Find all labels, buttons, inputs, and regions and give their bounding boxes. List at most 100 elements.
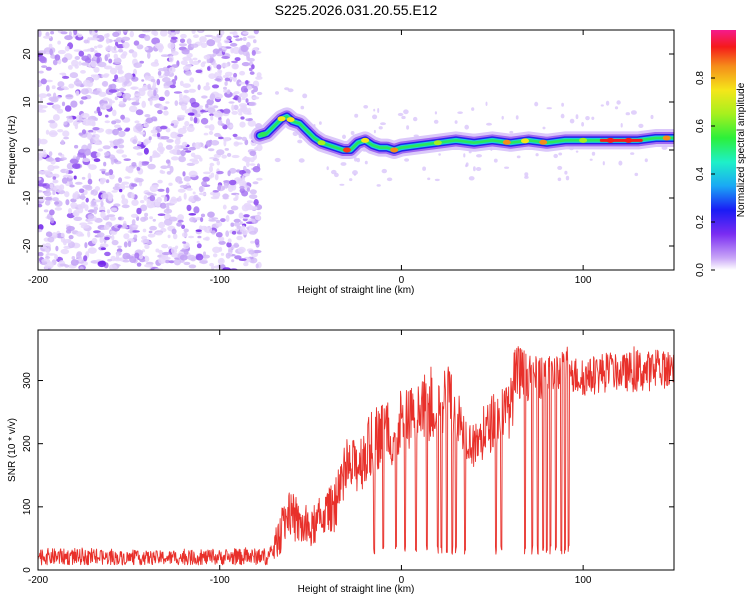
noise-blob [241, 190, 249, 197]
noise-blob [141, 235, 148, 240]
noise-blob [132, 224, 139, 228]
noise-blob [180, 150, 186, 157]
noise-blob [174, 144, 181, 150]
faint-speckle [560, 113, 565, 119]
noise-blob [125, 127, 131, 131]
faint-speckle [602, 161, 605, 166]
noise-blob [170, 38, 177, 44]
noise-blob [242, 229, 248, 236]
noise-blob [237, 246, 246, 253]
noise-blob [229, 167, 237, 174]
x-tick-label: -200 [28, 275, 48, 286]
noise-blob [39, 138, 48, 145]
noise-blob [74, 144, 79, 149]
faint-speckle [620, 123, 623, 128]
noise-blob [159, 202, 167, 209]
faint-speckle [516, 155, 521, 159]
noise-blob [181, 232, 188, 238]
noise-blob [38, 104, 44, 111]
noise-blob [135, 178, 144, 183]
noise-blob [132, 51, 138, 58]
noise-blob [45, 85, 50, 92]
noise-blob [103, 65, 113, 70]
noise-blob [216, 170, 224, 175]
noise-blob [82, 184, 92, 189]
noise-blob [90, 190, 95, 195]
noise-blob [81, 55, 90, 62]
noise-blob [225, 215, 230, 222]
noise-blob [66, 225, 75, 232]
noise-blob [81, 129, 87, 135]
noise-blob [52, 179, 59, 184]
faint-speckle [634, 172, 639, 177]
noise-blob [131, 86, 137, 90]
noise-blob [238, 112, 243, 116]
noise-blob [144, 263, 153, 268]
noise-blob [195, 69, 203, 74]
noise-blob [73, 79, 82, 86]
faint-speckle [352, 170, 358, 176]
noise-blob [146, 241, 153, 245]
noise-blob [96, 152, 101, 158]
noise-blob [46, 261, 54, 269]
noise-blob [103, 161, 107, 167]
noise-blob [149, 225, 158, 231]
noise-blob [216, 160, 221, 166]
noise-blob [88, 164, 97, 171]
noise-blob [67, 65, 73, 70]
noise-blob [69, 180, 73, 186]
noise-blob [87, 172, 92, 180]
noise-blob [191, 30, 196, 34]
noise-blob [137, 125, 143, 132]
noise-blob [48, 43, 53, 49]
faint-speckle [454, 120, 458, 124]
noise-blob [131, 183, 138, 187]
noise-blob [248, 249, 255, 255]
noise-blob [183, 192, 187, 200]
noise-blob [234, 255, 242, 260]
noise-blob [92, 90, 101, 95]
noise-blob [116, 91, 123, 97]
noise-blob [80, 70, 86, 74]
noise-blob [64, 105, 72, 112]
noise-blob [199, 36, 207, 43]
x-tick-label: -100 [210, 275, 230, 286]
noise-blob [93, 199, 103, 203]
noise-blob [122, 30, 129, 33]
noise-blob [179, 184, 187, 188]
noise-blob [111, 190, 118, 193]
noise-blob [188, 146, 196, 151]
noise-blob [73, 175, 77, 180]
noise-blob [224, 77, 231, 82]
noise-blob [121, 154, 128, 158]
noise-blob [243, 214, 250, 218]
top-x-axis-label: Height of straight line (km) [298, 285, 415, 296]
noise-blob [187, 254, 196, 261]
noise-blob [104, 236, 110, 241]
noise-blob [80, 193, 86, 201]
noise-blob [183, 95, 188, 99]
noise-blob [62, 130, 70, 137]
noise-blob [194, 142, 202, 150]
noise-blob [110, 157, 115, 165]
noise-blob [229, 124, 234, 128]
noise-blob [164, 89, 170, 97]
noise-blob [136, 207, 142, 215]
noise-blob [158, 75, 164, 78]
noise-blob [243, 88, 249, 93]
noise-blob [99, 168, 107, 172]
noise-blob [144, 244, 150, 249]
noise-blob [210, 140, 220, 146]
noise-blob [60, 86, 68, 89]
y-tick-label: 200 [22, 435, 33, 452]
noise-blob [81, 62, 90, 66]
noise-blob [122, 252, 131, 260]
noise-blob [96, 232, 105, 238]
top-x-axis: -200 -100 0 100 [28, 30, 592, 286]
faint-speckle [349, 178, 353, 182]
noise-blob [68, 208, 72, 214]
noise-blob [43, 191, 52, 197]
noise-blob [69, 158, 79, 164]
noise-blob [104, 172, 111, 176]
noise-blob [38, 82, 43, 87]
